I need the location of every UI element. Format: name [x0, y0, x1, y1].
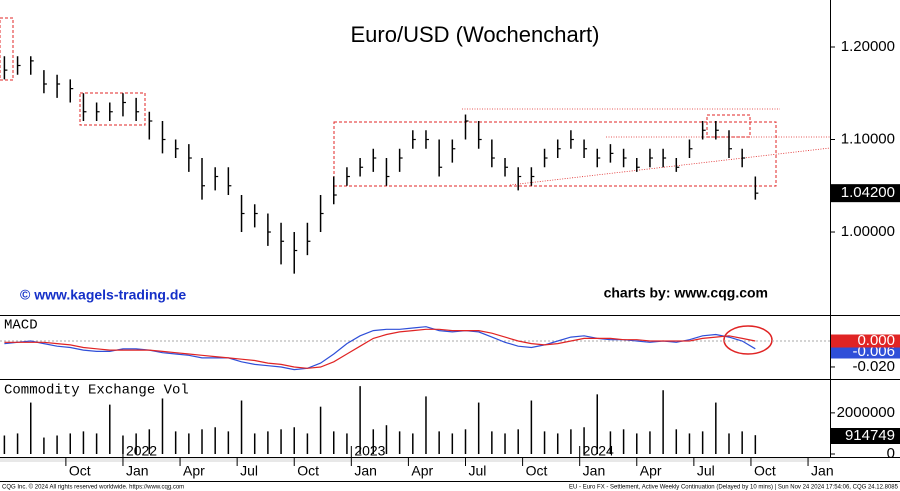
- footer-left: CQG Inc. © 2024 All rights reserved worl…: [2, 484, 184, 491]
- footer-right: EU - Euro FX - Settlement, Active Weekly…: [569, 485, 899, 491]
- last-value-box: [831, 345, 900, 359]
- watermark: © www.kagels-trading.de: [20, 287, 186, 303]
- year-label: 2022: [126, 443, 157, 459]
- x-tick-label: Oct: [297, 463, 319, 479]
- last-value-label: 1.04200: [841, 184, 895, 201]
- x-tick-label: Apr: [640, 463, 662, 479]
- panel-title: Commodity Exchange Vol: [4, 383, 189, 399]
- x-tick-label: Apr: [411, 463, 433, 479]
- y-tick-label: 2000000: [837, 404, 895, 421]
- x-tick-label: Jul: [469, 463, 487, 479]
- time-strip: [0, 458, 830, 462]
- year-label: 2023: [354, 443, 385, 459]
- macd-line: [4, 326, 756, 371]
- x-tick-label: Jan: [126, 463, 149, 479]
- last-value-box: [831, 184, 900, 203]
- x-tick-label: Oct: [754, 463, 776, 479]
- x-tick-label: Oct: [526, 463, 548, 479]
- x-tick-label: Jan: [354, 463, 377, 479]
- x-tick-label: Apr: [183, 463, 205, 479]
- x-tick-label: Jul: [697, 463, 715, 479]
- chart-title: Euro/USD (Wochenchart): [350, 22, 599, 47]
- y-tick-label: 0: [887, 445, 895, 462]
- year-label: 2024: [583, 443, 614, 459]
- highlight-circle: [723, 325, 773, 355]
- macd-line: [4, 328, 756, 369]
- trend-lines: [462, 108, 831, 186]
- y-tick-label: 1.20000: [841, 38, 895, 55]
- y-tick-label: 1.00000: [841, 223, 895, 240]
- last-value-box: [831, 428, 900, 444]
- annotations: [0, 17, 777, 187]
- x-tick-label: Jul: [240, 463, 258, 479]
- x-tick-label: Jan: [583, 463, 606, 479]
- last-value-box: [831, 334, 900, 348]
- last-value-label: 914749: [845, 427, 895, 444]
- watermark: charts by: www.cqg.com: [604, 285, 768, 301]
- y-tick-label: 1.10000: [841, 130, 895, 147]
- x-tick-label: Jan: [811, 463, 834, 479]
- y-tick-label: -0.020: [852, 358, 895, 375]
- last-value-label: 0.000: [857, 332, 895, 349]
- x-tick-label: Oct: [69, 463, 91, 479]
- panel-title: MACD: [4, 318, 38, 334]
